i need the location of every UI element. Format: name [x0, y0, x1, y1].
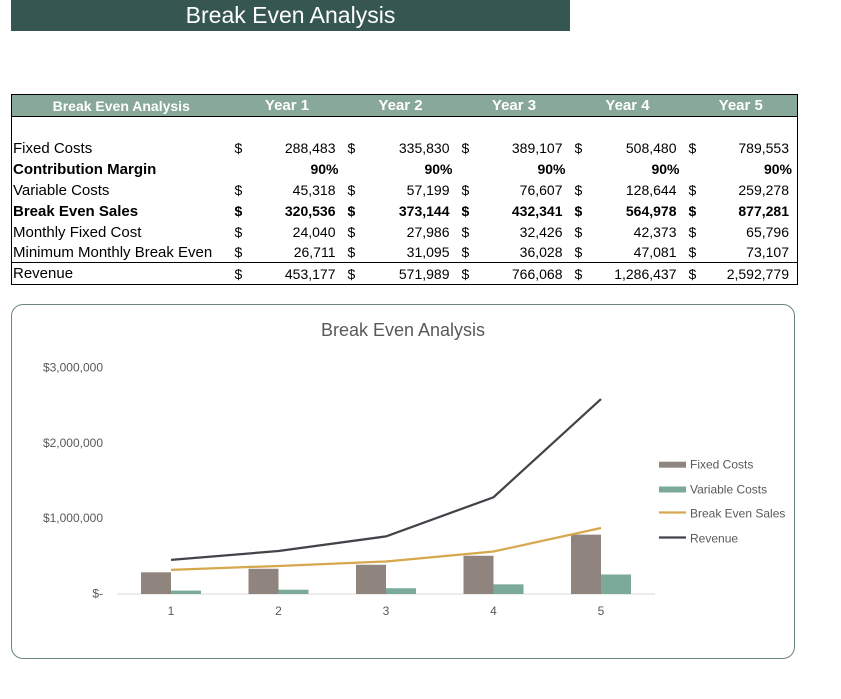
- svg-text:Fixed Costs: Fixed Costs: [690, 458, 753, 472]
- svg-text:3: 3: [383, 604, 390, 618]
- svg-text:5: 5: [598, 604, 605, 618]
- svg-text:$-: $-: [92, 586, 103, 600]
- svg-text:Revenue: Revenue: [690, 531, 738, 545]
- svg-text:Variable Costs: Variable Costs: [690, 482, 767, 496]
- svg-text:4: 4: [490, 604, 497, 618]
- svg-text:1: 1: [168, 604, 175, 618]
- svg-text:$2,000,000: $2,000,000: [43, 436, 103, 450]
- svg-text:2: 2: [275, 604, 282, 618]
- svg-text:$1,000,000: $1,000,000: [43, 511, 103, 525]
- svg-text:Break Even Sales: Break Even Sales: [690, 506, 785, 520]
- svg-text:$3,000,000: $3,000,000: [43, 361, 103, 375]
- svg-text:Break Even Analysis: Break Even Analysis: [321, 320, 485, 340]
